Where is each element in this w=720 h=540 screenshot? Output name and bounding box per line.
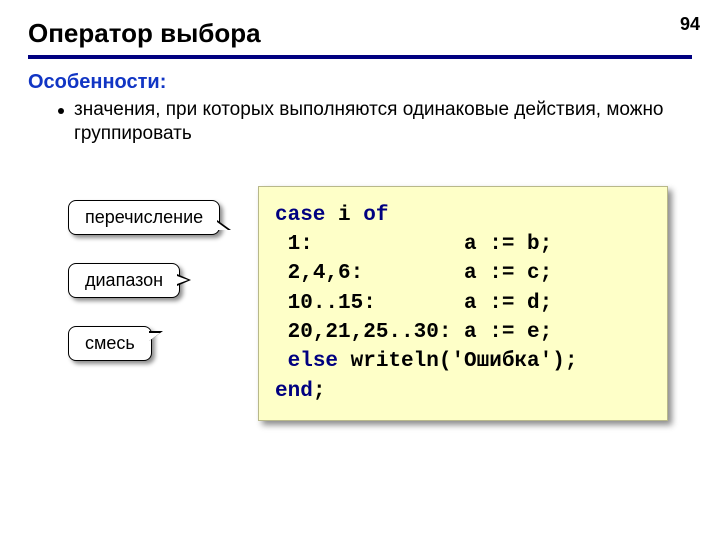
code-keyword: end bbox=[275, 380, 313, 403]
code-block: case i of 1: a := b; 2,4,6: a := c; 10..… bbox=[275, 201, 651, 407]
callout-label: перечисление bbox=[68, 200, 220, 235]
callout-tail-icon bbox=[149, 331, 163, 341]
code-line: end; bbox=[275, 377, 651, 406]
callout-label: диапазон bbox=[68, 263, 180, 298]
page-number: 94 bbox=[680, 14, 700, 35]
callout-tail-icon bbox=[177, 274, 191, 286]
subheading: Особенности: bbox=[28, 71, 692, 94]
callout-tail-icon bbox=[217, 220, 231, 230]
bullet-dot-icon bbox=[58, 108, 64, 114]
code-line: 1: a := b; bbox=[275, 230, 651, 259]
code-line: 2,4,6: a := c; bbox=[275, 259, 651, 288]
code-line: case i of bbox=[275, 201, 651, 230]
bullet-list: значения, при которых выполняются одинак… bbox=[58, 98, 692, 146]
callout-label: смесь bbox=[68, 326, 152, 361]
content-area: перечисление диапазон смесь case i of 1: a… bbox=[28, 186, 692, 486]
code-line: 10..15: a := d; bbox=[275, 289, 651, 318]
code-line: 20,21,25..30: a := e; bbox=[275, 318, 651, 347]
code-line: else writeln('Ошибка'); bbox=[275, 347, 651, 376]
slide: 94 Оператор выбора Особенности: значения… bbox=[0, 0, 720, 540]
bullet-text: значения, при которых выполняются одинак… bbox=[74, 98, 692, 146]
code-box: case i of 1: a := b; 2,4,6: a := c; 10..… bbox=[258, 186, 668, 422]
title-rule bbox=[28, 55, 692, 59]
bullet-item: значения, при которых выполняются одинак… bbox=[58, 98, 692, 146]
code-keyword: of bbox=[363, 204, 388, 227]
page-title: Оператор выбора bbox=[28, 18, 692, 49]
code-keyword: case bbox=[275, 204, 325, 227]
code-keyword: else bbox=[288, 350, 338, 373]
callouts-column: перечисление диапазон смесь bbox=[68, 200, 228, 389]
